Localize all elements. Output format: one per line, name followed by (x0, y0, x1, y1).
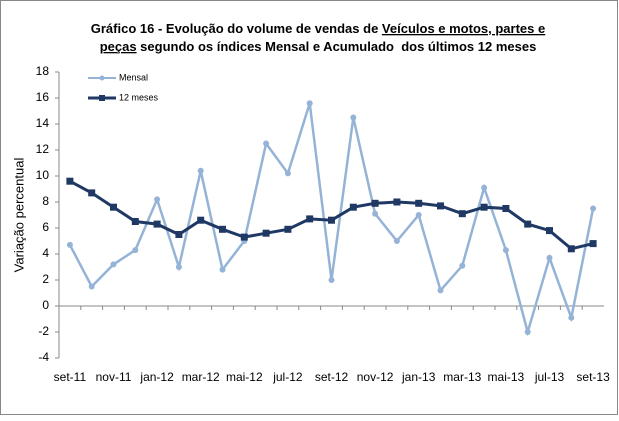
marker (393, 238, 400, 244)
marker (524, 220, 532, 228)
marker (263, 140, 270, 147)
y-tick-label: 2 (42, 272, 49, 286)
marker (175, 264, 182, 270)
y-tick-label: 6 (42, 220, 49, 234)
x-tick-label: jul-13 (534, 370, 565, 384)
marker (546, 227, 553, 235)
y-tick-label: -2 (38, 324, 49, 338)
x-tick-label: mai-13 (488, 370, 525, 384)
marker (328, 277, 335, 283)
x-tick-label: jul-12 (272, 370, 303, 384)
y-tick-label: -4 (38, 350, 49, 364)
marker (262, 229, 270, 237)
marker (110, 261, 117, 268)
x-tick-label: set-11 (54, 370, 87, 384)
y-tick-label: 14 (36, 116, 50, 130)
marker (459, 262, 466, 269)
legend-marker (99, 75, 105, 81)
marker (589, 240, 597, 248)
marker (328, 216, 335, 224)
marker (219, 266, 226, 273)
title-part: Gráfico 16 - Evolução do volume de venda… (91, 21, 382, 36)
x-tick-label: set-13 (576, 370, 610, 384)
marker (415, 212, 422, 218)
y-tick-label: 12 (36, 142, 50, 156)
marker (88, 189, 96, 197)
marker (480, 203, 488, 211)
chart-title: Gráfico 16 - Evolução do volume de venda… (91, 21, 545, 36)
marker (458, 210, 466, 218)
title-part: segundo os índices Mensal e Acumulado do… (137, 39, 537, 54)
marker (88, 283, 95, 290)
x-tick-label: nov-12 (357, 370, 394, 384)
marker (153, 220, 161, 228)
marker (284, 225, 292, 233)
legend-marker (99, 95, 105, 101)
y-axis-label: Variação percentual (11, 158, 26, 273)
marker (306, 100, 313, 107)
x-tick-label: mar-13 (443, 370, 481, 384)
marker (197, 216, 205, 224)
marker (415, 199, 423, 207)
title-part: Veículos e motos, partes e (382, 21, 545, 36)
marker (154, 196, 161, 203)
marker (349, 203, 357, 211)
marker (481, 184, 488, 191)
chart-title: peças segundo os índices Mensal e Acumul… (100, 39, 537, 54)
marker (132, 247, 139, 254)
marker (568, 314, 575, 321)
x-tick-label: jan-12 (139, 370, 174, 384)
marker (197, 167, 204, 174)
marker (524, 329, 531, 335)
legend-label: Mensal (119, 72, 148, 82)
marker (175, 231, 183, 238)
marker (66, 177, 74, 185)
marker (219, 225, 226, 233)
marker (502, 205, 510, 212)
marker (350, 114, 357, 121)
marker (502, 247, 509, 254)
x-tick-label: jan-13 (401, 370, 436, 384)
marker (372, 210, 379, 217)
y-tick-label: 16 (36, 90, 50, 104)
y-tick-label: 18 (36, 64, 50, 78)
x-tick-label: set-12 (315, 370, 349, 384)
marker (240, 233, 248, 241)
marker (393, 198, 401, 206)
x-tick-label: mai-12 (226, 370, 263, 384)
marker (590, 205, 597, 212)
marker (371, 199, 379, 207)
marker (284, 170, 291, 177)
y-tick-label: 8 (42, 194, 49, 208)
marker (131, 218, 139, 225)
marker (66, 241, 73, 248)
marker (437, 202, 444, 210)
marker (306, 215, 314, 223)
title-part: peças (100, 39, 137, 54)
y-tick-label: 4 (42, 246, 49, 260)
marker (546, 254, 553, 261)
marker (437, 287, 444, 294)
marker (110, 203, 117, 211)
y-tick-label: 10 (36, 168, 50, 182)
y-tick-label: 0 (42, 298, 49, 312)
x-tick-label: mar-12 (182, 370, 220, 384)
marker (567, 245, 575, 253)
legend-label: 12 meses (119, 92, 159, 102)
x-tick-label: nov-11 (96, 370, 132, 384)
